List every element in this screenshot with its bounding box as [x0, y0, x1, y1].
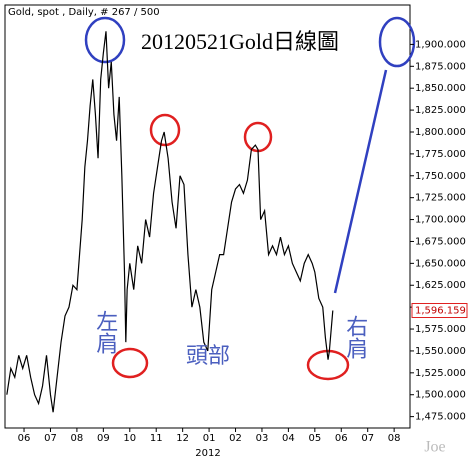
y-tick-label: 1,675.000: [415, 236, 466, 247]
circle-low: [111, 347, 149, 379]
y-tick-label: 1,625.000: [415, 280, 466, 291]
x-tick-label: 08: [71, 433, 84, 444]
y-tick-label: 1,575.000: [415, 324, 466, 335]
y-tick-label: 1,750.000: [415, 171, 466, 182]
projection-line: [333, 69, 388, 294]
y-tick-label: 1,875.000: [415, 61, 466, 72]
circle-peak: [149, 113, 181, 147]
price-line: [6, 31, 334, 413]
x-tick-label: 06: [335, 433, 348, 444]
y-tick-label: 1,525.000: [415, 368, 466, 379]
y-tick-label: 1,550.000: [415, 346, 466, 357]
x-tick-label: 08: [388, 433, 401, 444]
y-tick-label: 1,800.000: [415, 127, 466, 138]
x-tick-label: 09: [97, 433, 110, 444]
x-tick-label: 05: [308, 433, 321, 444]
x-tick-label: 12: [176, 433, 189, 444]
x-tick-label: 06: [18, 433, 31, 444]
circle-low: [306, 349, 350, 381]
x-tick-label: 07: [361, 433, 374, 444]
x-tick-label: 03: [256, 433, 269, 444]
last-price-box: [411, 303, 468, 319]
x-tick-label: 10: [123, 433, 136, 444]
circle-target: [378, 16, 416, 68]
y-tick-label: 1,850.000: [415, 83, 466, 94]
left-shoulder-label: 左肩: [92, 310, 118, 354]
head-label: 頭部: [186, 344, 231, 369]
y-tick-label: 1,825.000: [415, 105, 466, 116]
chart-header: Gold, spot , Daily, # 267 / 500: [8, 7, 160, 18]
y-tick-label: 1,700.000: [415, 215, 466, 226]
y-tick-label: 1,725.000: [415, 193, 466, 204]
x-tick-label: 02: [229, 433, 242, 444]
y-tick-label: 1,650.000: [415, 258, 466, 269]
x-tick-label: 04: [282, 433, 295, 444]
y-tick-label: 1,900.000: [415, 39, 466, 50]
x-tick-label: 01: [203, 433, 216, 444]
circle-head-top: [84, 16, 126, 64]
plot-frame: [4, 4, 411, 429]
y-tick-label: 1,775.000: [415, 149, 466, 160]
y-tick-label: 1,500.000: [415, 390, 466, 401]
last-price-label: 1,596.159: [415, 306, 466, 317]
x-tick-label: 11: [150, 433, 163, 444]
chart-title: 20120521Gold日線圖: [141, 29, 339, 54]
watermark: Joe: [424, 439, 445, 456]
x-year-label: 2012: [195, 448, 220, 459]
right-shoulder-label: 右肩: [342, 315, 368, 359]
y-tick-label: 1,475.000: [415, 412, 466, 423]
x-tick-label: 07: [44, 433, 57, 444]
